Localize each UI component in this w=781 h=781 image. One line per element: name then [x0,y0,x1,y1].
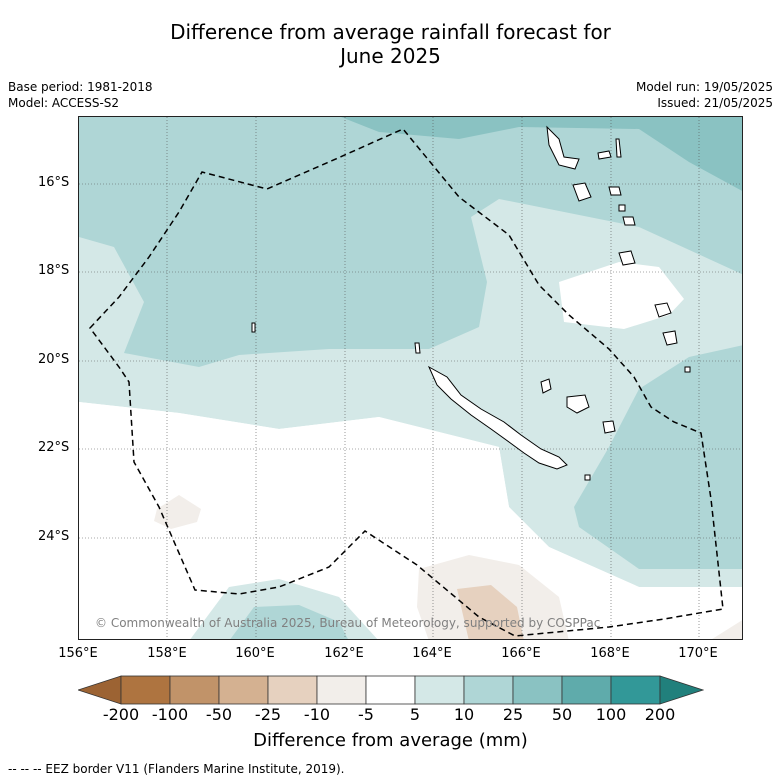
lon-label-158e: 158°E [147,646,187,661]
base-period-text: Base period: 1981-2018 [8,80,153,94]
colorbar-label: 50 [551,705,573,724]
contour-light-brown-west [154,495,201,529]
lat-label-20s: 20°S [38,352,70,367]
colorbar-segment [610,675,661,705]
lon-label-170e: 170°E [678,646,718,661]
colorbar-segment [169,675,220,705]
vanuatu-malekula [572,182,592,202]
colorbar-label: -50 [205,705,233,724]
vanuatu-ambrym [608,186,622,196]
loyalty-island-ouvea [540,378,552,394]
lat-label-22s: 22°S [38,440,70,455]
colorbar-segment [316,675,367,705]
contour-mid-teal-north [79,117,742,367]
vanuatu-efate [622,216,636,226]
vanuatu-erromango [618,250,636,266]
contour-mid-teal-southeast [574,345,742,569]
colorbar-segment [218,675,269,705]
colorbar-label: -100 [151,705,189,724]
colorbar-segment [120,675,171,705]
contour-white-east [559,262,684,329]
colorbar-label: -5 [358,705,374,724]
issued-text: Issued: 21/05/2025 [657,96,773,110]
metadata-right: Model run: 19/05/2025 Issued: 21/05/2025 [636,79,773,111]
vanuatu-aneityum [662,330,678,346]
lat-label-18s: 18°S [38,263,70,278]
vanuatu-ambae [597,150,612,160]
colorbar-label: 200 [644,705,676,724]
colorbar-segment [267,675,318,705]
colorbar-segment [561,675,612,705]
lon-label-160e: 160°E [235,646,275,661]
colorbar-label: -200 [102,705,140,724]
lon-label-162e: 162°E [324,646,364,661]
colorbar-segment [365,675,416,705]
vanuatu-pentecost [615,138,622,158]
vanuatu-espiritu-santo [546,125,580,170]
attribution-text: © Commonwealth of Australia 2025, Bureau… [95,616,600,630]
lat-label-24s: 24°S [38,529,70,544]
lon-label-156e: 156°E [58,646,98,661]
new-caledonia-island [427,365,568,470]
loyalty-island-lifou [566,394,590,414]
colorbar-label: -25 [254,705,282,724]
colorbar-segment [512,675,563,705]
title-line-1: Difference from average rainfall forecas… [170,20,611,44]
colorbar-label: 25 [502,705,524,724]
model-text: Model: ACCESS-S2 [8,96,120,110]
contour-dark-teal-northeast [341,117,742,191]
map-canvas: © Commonwealth of Australia 2025, Bureau… [79,117,742,639]
colorbar-extend-high [659,675,704,705]
colorbar-title: Difference from average (mm) [253,730,528,751]
contour-mid-teal-southwest [230,605,348,639]
graticule [79,117,742,639]
walpole-island [684,366,691,373]
contour-light-brown-southeast [712,620,742,639]
isle-of-pines [584,474,591,481]
colorbar-label: -10 [303,705,331,724]
belep-islands [414,342,421,354]
lon-label-168e: 168°E [590,646,630,661]
metadata-left: Base period: 1981-2018 Model: ACCESS-S2 [8,79,153,111]
lon-label-166e: 166°E [501,646,541,661]
eez-footnote: -- -- -- EEZ border V11 (Flanders Marine… [8,762,345,776]
lat-label-16s: 16°S [38,175,70,190]
contour-white-south [79,402,742,639]
colorbar-segment [463,675,514,705]
model-run-text: Model run: 19/05/2025 [635,80,773,94]
rainfall-map: © Commonwealth of Australia 2025, Bureau… [78,116,743,640]
colorbar-label: 10 [453,705,475,724]
vanuatu-epi [618,204,626,212]
title-line-2: June 2025 [340,44,441,68]
vanuatu-tanna [654,302,672,318]
colorbar-label: 5 [409,705,421,724]
colorbar-label: 100 [595,705,627,724]
contour-tan-south [457,585,524,639]
colorbar-segment [414,675,465,705]
colorbar-extend-low [78,675,122,705]
eez-border [89,128,724,637]
colorbar [78,675,704,705]
loyalty-island-mare [602,420,616,434]
lon-label-164e: 164°E [412,646,452,661]
map-title: Difference from average rainfall forecas… [0,20,781,68]
isle-chesterfield [251,322,256,333]
